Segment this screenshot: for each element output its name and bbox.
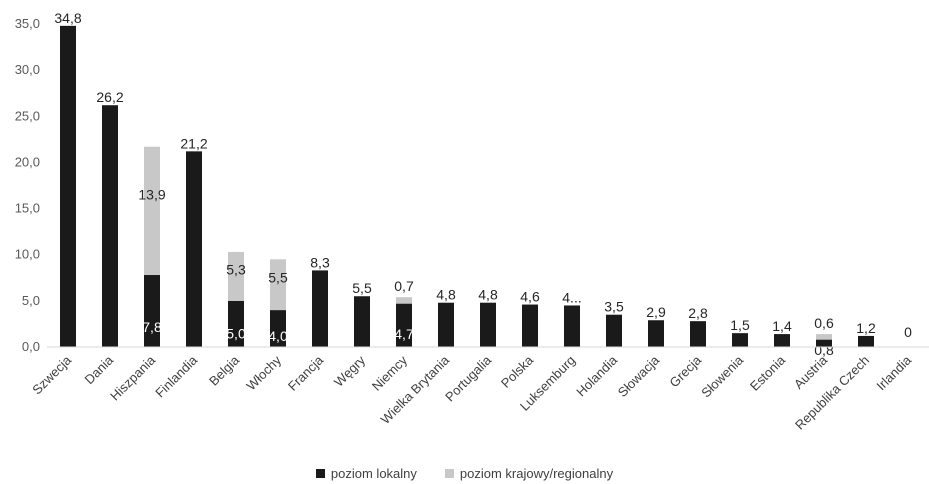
x-tick-label: Grecja bbox=[666, 352, 704, 390]
x-tick-label: Republika Czech bbox=[792, 353, 872, 433]
legend-label-local: poziom lokalny bbox=[331, 466, 417, 481]
x-tick-label: Polska bbox=[498, 352, 537, 391]
data-label-local: 34,8 bbox=[54, 10, 81, 26]
data-label-local: 2,9 bbox=[646, 304, 666, 320]
legend-item-national: poziom krajowy/regionalny bbox=[445, 466, 613, 481]
x-tick-label: Austria bbox=[791, 352, 831, 392]
data-label-local: 4,8 bbox=[436, 287, 456, 303]
bar-local bbox=[354, 296, 370, 347]
bar-local bbox=[690, 321, 706, 347]
bar-local bbox=[144, 275, 160, 347]
x-tick-label: Niemcy bbox=[369, 352, 411, 394]
legend-swatch-national bbox=[445, 469, 454, 478]
bar-national bbox=[816, 334, 832, 340]
legend-item-local: poziom lokalny bbox=[316, 466, 417, 481]
bar-local bbox=[774, 334, 790, 347]
data-label-local: 4,8 bbox=[478, 287, 498, 303]
bar-local bbox=[732, 333, 748, 347]
x-tick-label: Francja bbox=[285, 352, 327, 394]
bar-local bbox=[480, 303, 496, 347]
bar-local bbox=[438, 303, 454, 347]
bar-national bbox=[144, 147, 160, 275]
bar-local bbox=[606, 315, 622, 347]
data-label-local: 1,4 bbox=[772, 318, 792, 334]
data-label-local: 8,3 bbox=[310, 254, 330, 270]
legend: poziom lokalny poziom krajowy/regionalny bbox=[0, 466, 929, 481]
bar-local bbox=[522, 305, 538, 347]
x-tick-label: Irlandia bbox=[873, 352, 914, 393]
y-axis: 0,0 5,0 10,0 15,0 20,0 25,0 30,0 35,0 bbox=[15, 16, 40, 354]
x-tick-label: Belgia bbox=[206, 352, 243, 389]
data-label-national: 0,7 bbox=[394, 278, 414, 294]
y-tick-label: 0,0 bbox=[22, 339, 40, 354]
bar-local bbox=[648, 320, 664, 347]
data-label-local: 4... bbox=[562, 289, 581, 305]
x-tick-label: Hiszpania bbox=[107, 352, 159, 404]
y-tick-label: 35,0 bbox=[15, 16, 40, 31]
data-label-local: 7,8 bbox=[142, 319, 162, 335]
legend-swatch-local bbox=[316, 469, 325, 478]
data-label-local: 5,5 bbox=[352, 280, 372, 296]
data-label-local: 0 bbox=[904, 324, 912, 340]
x-tick-label: Holandia bbox=[573, 352, 620, 399]
bar-local bbox=[102, 105, 118, 347]
data-label-local: 1,2 bbox=[856, 320, 876, 336]
data-label-local: 4,6 bbox=[520, 289, 540, 305]
data-label-local: 3,5 bbox=[604, 299, 624, 315]
x-tick-label: Włochy bbox=[243, 352, 284, 393]
data-label-local: 4,7 bbox=[394, 326, 414, 342]
data-label-national: 0,6 bbox=[814, 315, 834, 331]
y-tick-label: 25,0 bbox=[15, 108, 40, 123]
data-label-national: 5,3 bbox=[226, 262, 246, 278]
y-tick-label: 15,0 bbox=[15, 201, 40, 216]
x-tick-label: Węgry bbox=[331, 352, 369, 390]
data-label-local: 5,0 bbox=[226, 325, 246, 341]
data-label-local: 1,5 bbox=[730, 317, 750, 333]
x-tick-label: Portugalia bbox=[442, 352, 495, 405]
bar-local bbox=[60, 26, 76, 347]
x-tick-label: Dania bbox=[81, 352, 116, 387]
x-tick-label: Słowenia bbox=[698, 352, 746, 400]
data-label-local: 4,0 bbox=[268, 328, 288, 344]
data-label-local: 26,2 bbox=[96, 89, 123, 105]
bar-local bbox=[186, 151, 202, 347]
x-tick-label: Finlandia bbox=[152, 352, 200, 400]
data-label-national: 5,5 bbox=[268, 270, 288, 286]
data-label-local: 2,8 bbox=[688, 305, 708, 321]
y-tick-label: 10,0 bbox=[15, 247, 40, 262]
bar-local bbox=[564, 305, 580, 347]
data-label-local: 21,2 bbox=[180, 135, 207, 151]
data-label-national: 13,9 bbox=[138, 186, 165, 202]
y-tick-label: 5,0 bbox=[22, 293, 40, 308]
y-tick-label: 20,0 bbox=[15, 154, 40, 169]
bar-local bbox=[312, 270, 328, 347]
x-tick-label: Estonia bbox=[747, 352, 789, 394]
x-tick-label: Szwecja bbox=[29, 352, 74, 397]
legend-label-national: poziom krajowy/regionalny bbox=[460, 466, 613, 481]
y-tick-label: 30,0 bbox=[15, 62, 40, 77]
bar-local bbox=[858, 336, 874, 347]
bars bbox=[60, 26, 874, 347]
bar-national bbox=[396, 297, 412, 303]
x-tick-label: Słowacja bbox=[615, 352, 663, 400]
